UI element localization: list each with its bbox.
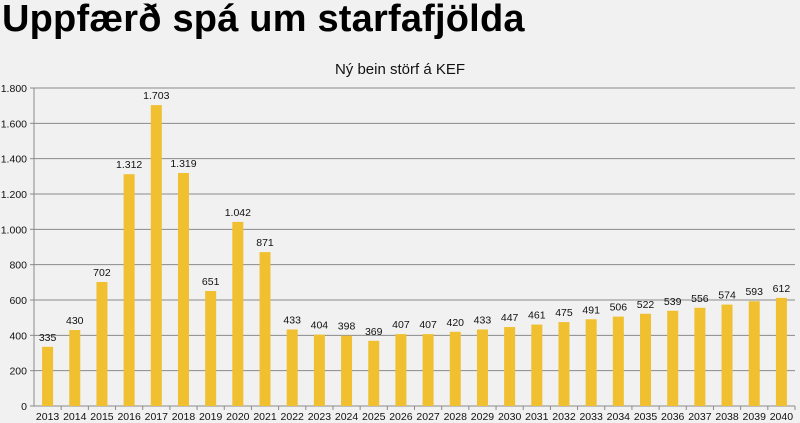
data-label-2024: 398	[338, 321, 356, 333]
y-tick-label: 1.200	[1, 189, 27, 201]
data-label-2014: 430	[66, 315, 84, 327]
data-label-2019: 651	[202, 276, 220, 288]
bar-2031	[531, 324, 543, 406]
y-tick-label: 1.600	[1, 118, 27, 130]
bar-2028	[449, 331, 461, 406]
data-label-2029: 433	[474, 315, 492, 327]
x-tick-label: 2023	[308, 411, 332, 423]
y-tick-label: 1.400	[1, 154, 27, 166]
data-label-2037: 556	[691, 293, 709, 305]
bar-2037	[694, 307, 706, 406]
data-label-2036: 539	[664, 296, 682, 308]
x-tick-label: 2016	[117, 411, 141, 423]
x-tick-label: 2015	[90, 411, 114, 423]
bar-2027	[422, 334, 434, 406]
bar-2026	[395, 334, 407, 406]
data-label-2027: 407	[419, 319, 437, 331]
chart-title: Ný bein störf á KEF	[334, 61, 466, 78]
data-label-2038: 574	[718, 290, 736, 302]
data-label-2026: 407	[392, 319, 410, 331]
x-tick-label: 2038	[715, 411, 739, 423]
bar-2016	[123, 174, 135, 406]
data-label-2035: 522	[637, 299, 655, 311]
data-label-2013: 335	[39, 332, 57, 344]
data-label-2020: 1.042	[225, 207, 251, 219]
data-label-2023: 404	[311, 320, 329, 332]
data-label-2025: 369	[365, 326, 383, 338]
x-tick-label: 2034	[607, 411, 631, 423]
data-label-2015: 702	[93, 267, 111, 279]
bar-2014	[69, 330, 81, 406]
bar-2034	[612, 316, 624, 406]
y-tick-label: 400	[9, 330, 27, 342]
bar-2018	[177, 172, 189, 406]
x-tick-label: 2033	[579, 411, 603, 423]
x-tick-label: 2024	[335, 411, 359, 423]
x-tick-label: 2019	[199, 411, 223, 423]
data-label-2032: 475	[555, 307, 573, 319]
bar-2035	[640, 313, 652, 406]
bar-2021	[259, 252, 271, 406]
x-tick-label: 2014	[63, 411, 87, 423]
x-tick-label: 2040	[770, 411, 794, 423]
x-tick-label: 2031	[525, 411, 549, 423]
x-tick-label: 2036	[661, 411, 685, 423]
x-tick-label: 2037	[688, 411, 712, 423]
data-label-2034: 506	[610, 302, 628, 314]
x-tick-label: 2026	[389, 411, 413, 423]
data-label-2022: 433	[283, 315, 301, 327]
x-tick-label: 2025	[362, 411, 386, 423]
data-label-2016: 1.312	[116, 159, 142, 171]
bar-2019	[205, 290, 217, 406]
bar-2023	[313, 334, 325, 406]
data-label-2030: 447	[501, 312, 519, 324]
bar-2036	[667, 310, 679, 406]
bar-2017	[150, 105, 162, 407]
x-tick-label: 2039	[743, 411, 767, 423]
x-tick-label: 2022	[281, 411, 305, 423]
data-label-2031: 461	[528, 310, 546, 322]
page-title: Uppfærð spá um starfafjölda	[2, 0, 525, 40]
bar-2030	[504, 327, 516, 406]
bar-2015	[96, 281, 108, 406]
y-tick-label: 200	[9, 366, 27, 378]
x-tick-label: 2030	[498, 411, 522, 423]
y-tick-label: 1.800	[1, 83, 27, 95]
y-tick-label: 600	[9, 295, 27, 307]
data-label-2033: 491	[582, 304, 600, 316]
data-label-2039: 593	[745, 286, 763, 298]
bar-2020	[232, 221, 244, 406]
bar-2033	[585, 319, 597, 406]
x-tick-label: 2032	[552, 411, 576, 423]
bar-2039	[748, 301, 760, 406]
bar-2029	[476, 329, 488, 406]
bar-2032	[558, 322, 570, 406]
x-tick-label: 2020	[226, 411, 250, 423]
x-tick-label: 2013	[36, 411, 60, 423]
data-label-2028: 420	[447, 317, 465, 329]
x-tick-label: 2027	[416, 411, 440, 423]
bar-2013	[42, 346, 54, 406]
x-tick-label: 2029	[471, 411, 495, 423]
x-tick-label: 2017	[145, 411, 169, 423]
y-tick-label: 1.000	[1, 224, 27, 236]
data-label-2040: 612	[773, 283, 791, 295]
data-label-2017: 1.703	[143, 90, 169, 102]
x-tick-label: 2018	[172, 411, 196, 423]
data-label-2018: 1.319	[170, 158, 196, 170]
bar-2025	[368, 340, 380, 406]
bar-2022	[286, 329, 298, 406]
bar-2038	[721, 304, 733, 406]
bar-2024	[341, 335, 353, 406]
x-tick-label: 2021	[253, 411, 277, 423]
x-tick-label: 2028	[444, 411, 468, 423]
x-tick-label: 2035	[634, 411, 658, 423]
bar-2040	[775, 297, 787, 406]
y-tick-label: 0	[21, 401, 27, 413]
data-label-2021: 871	[256, 237, 274, 249]
y-tick-label: 800	[9, 260, 27, 272]
